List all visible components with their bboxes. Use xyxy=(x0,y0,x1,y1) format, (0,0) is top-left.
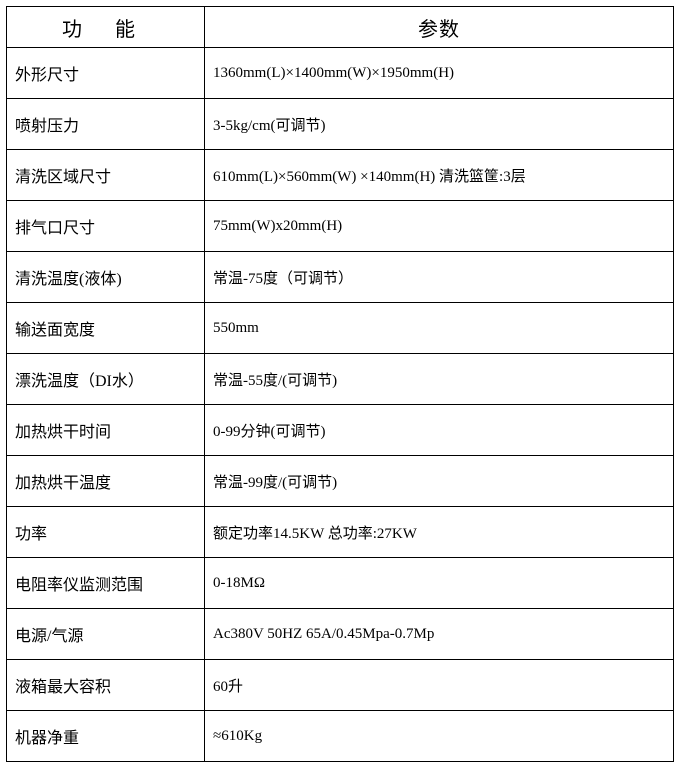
table-body: 外形尺寸1360mm(L)×1400mm(W)×1950mm(H)喷射压力3-5… xyxy=(7,48,674,762)
table-row: 电阻率仪监测范围0-18MΩ xyxy=(7,558,674,609)
cell-function: 加热烘干时间 xyxy=(7,405,205,456)
cell-function: 加热烘干温度 xyxy=(7,456,205,507)
header-parameter: 参数 xyxy=(205,7,674,48)
cell-parameter: 常温-55度/(可调节) xyxy=(205,354,674,405)
cell-function: 液箱最大容积 xyxy=(7,660,205,711)
cell-function: 机器净重 xyxy=(7,711,205,762)
cell-function: 电源/气源 xyxy=(7,609,205,660)
table-row: 机器净重≈610Kg xyxy=(7,711,674,762)
table-row: 电源/气源Ac380V 50HZ 65A/0.45Mpa-0.7Mp xyxy=(7,609,674,660)
header-function: 功 能 xyxy=(7,7,205,48)
spec-table: 功 能 参数 外形尺寸1360mm(L)×1400mm(W)×1950mm(H)… xyxy=(6,6,674,762)
cell-parameter: 0-18MΩ xyxy=(205,558,674,609)
cell-function: 清洗区域尺寸 xyxy=(7,150,205,201)
cell-function: 排气口尺寸 xyxy=(7,201,205,252)
cell-parameter: 3-5kg/cm(可调节) xyxy=(205,99,674,150)
table-row: 外形尺寸1360mm(L)×1400mm(W)×1950mm(H) xyxy=(7,48,674,99)
table-row: 清洗温度(液体)常温-75度（可调节） xyxy=(7,252,674,303)
cell-parameter: 550mm xyxy=(205,303,674,354)
cell-function: 电阻率仪监测范围 xyxy=(7,558,205,609)
table-row: 输送面宽度550mm xyxy=(7,303,674,354)
cell-function: 功率 xyxy=(7,507,205,558)
cell-parameter: 额定功率14.5KW 总功率:27KW xyxy=(205,507,674,558)
cell-parameter: 75mm(W)x20mm(H) xyxy=(205,201,674,252)
table-header-row: 功 能 参数 xyxy=(7,7,674,48)
cell-parameter: 0-99分钟(可调节) xyxy=(205,405,674,456)
cell-parameter: 1360mm(L)×1400mm(W)×1950mm(H) xyxy=(205,48,674,99)
cell-function: 外形尺寸 xyxy=(7,48,205,99)
cell-function: 喷射压力 xyxy=(7,99,205,150)
cell-parameter: 常温-75度（可调节） xyxy=(205,252,674,303)
table-row: 加热烘干时间0-99分钟(可调节) xyxy=(7,405,674,456)
cell-function: 输送面宽度 xyxy=(7,303,205,354)
cell-parameter: 610mm(L)×560mm(W) ×140mm(H) 清洗篮筐:3层 xyxy=(205,150,674,201)
cell-function: 清洗温度(液体) xyxy=(7,252,205,303)
cell-parameter: 常温-99度/(可调节) xyxy=(205,456,674,507)
table-row: 液箱最大容积60升 xyxy=(7,660,674,711)
cell-parameter: Ac380V 50HZ 65A/0.45Mpa-0.7Mp xyxy=(205,609,674,660)
table-row: 功率额定功率14.5KW 总功率:27KW xyxy=(7,507,674,558)
cell-parameter: 60升 xyxy=(205,660,674,711)
table-row: 漂洗温度（DI水）常温-55度/(可调节) xyxy=(7,354,674,405)
table-row: 清洗区域尺寸610mm(L)×560mm(W) ×140mm(H) 清洗篮筐:3… xyxy=(7,150,674,201)
cell-parameter: ≈610Kg xyxy=(205,711,674,762)
table-row: 喷射压力3-5kg/cm(可调节) xyxy=(7,99,674,150)
table-row: 加热烘干温度常温-99度/(可调节) xyxy=(7,456,674,507)
table-row: 排气口尺寸75mm(W)x20mm(H) xyxy=(7,201,674,252)
cell-function: 漂洗温度（DI水） xyxy=(7,354,205,405)
